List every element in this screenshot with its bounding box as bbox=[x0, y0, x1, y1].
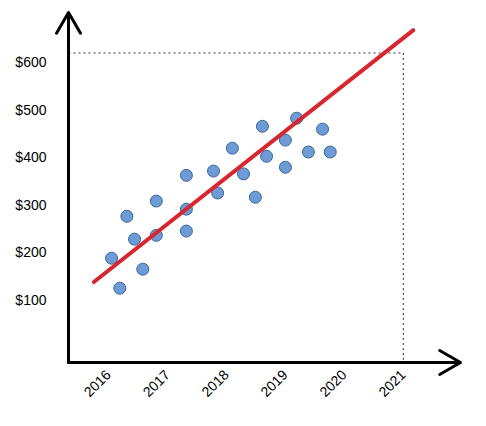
svg-text:$100: $100 bbox=[15, 292, 46, 308]
svg-text:$600: $600 bbox=[15, 54, 46, 70]
svg-text:2018: 2018 bbox=[198, 366, 231, 399]
svg-text:$400: $400 bbox=[15, 149, 46, 165]
svg-text:2020: 2020 bbox=[316, 366, 349, 399]
svg-text:$300: $300 bbox=[15, 197, 46, 213]
svg-text:$500: $500 bbox=[15, 102, 46, 118]
svg-text:2016: 2016 bbox=[81, 366, 114, 399]
svg-text:2021: 2021 bbox=[375, 366, 408, 399]
svg-text:2019: 2019 bbox=[257, 366, 290, 399]
svg-text:$200: $200 bbox=[15, 244, 46, 260]
svg-text:2017: 2017 bbox=[139, 366, 172, 399]
